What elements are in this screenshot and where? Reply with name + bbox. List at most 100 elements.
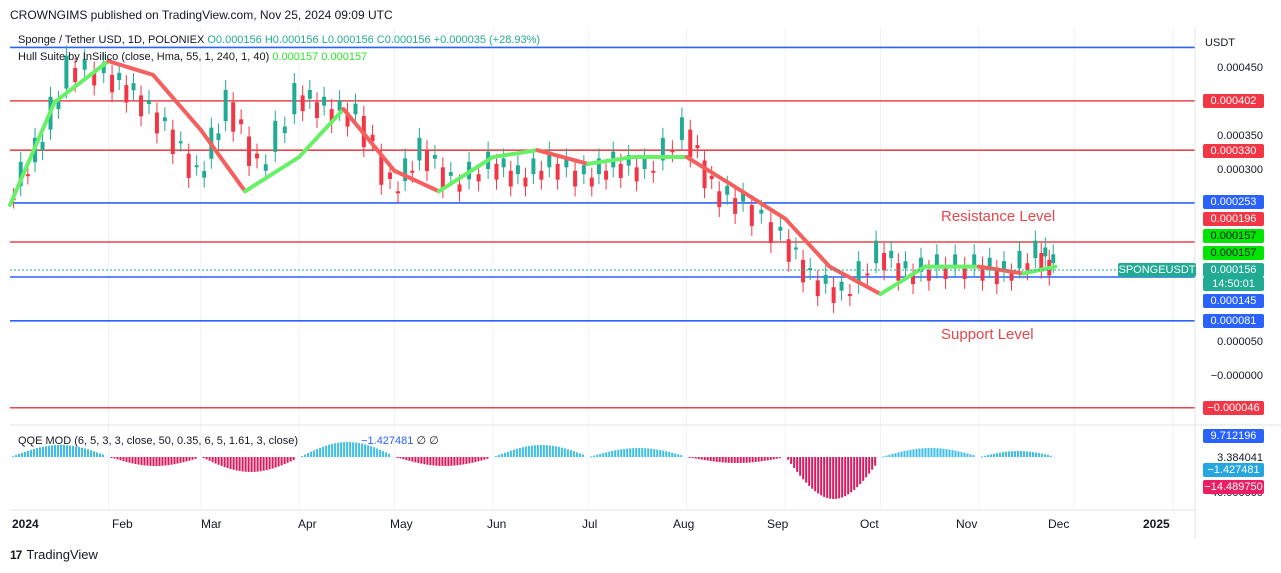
qqe-bar (554, 446, 557, 457)
candle-body (918, 257, 923, 272)
candle-body (688, 129, 693, 158)
candle-body (223, 89, 228, 122)
qqe-bar (856, 457, 859, 488)
ohlc-values: O0.000156 H0.000156 L0.000156 C0.000156 (207, 34, 431, 46)
qqe-bar (1001, 452, 1004, 457)
qqe-bar (644, 448, 647, 457)
qqe-bar (450, 457, 453, 466)
qqe-bar (823, 457, 826, 497)
candle-body (847, 294, 852, 297)
qqe-bar (647, 448, 650, 457)
qqe-bar (1007, 451, 1010, 457)
candle-body (934, 254, 939, 269)
qqe-bar (125, 457, 128, 462)
qqe-bar (51, 445, 53, 457)
candle-body (501, 158, 506, 168)
candle-body (972, 254, 977, 267)
qqe-bar (706, 457, 709, 461)
candle-body (634, 167, 639, 182)
qqe-bar (811, 457, 814, 489)
candle-body (247, 136, 252, 166)
candle-body (642, 158, 647, 170)
qqe-bar (506, 451, 509, 457)
qqe-bar (328, 444, 331, 457)
candle-body (651, 170, 656, 173)
candle-body (882, 252, 887, 271)
qqe-bar (274, 457, 277, 468)
qqe-bar (259, 457, 262, 472)
candle-body (953, 254, 958, 267)
qqe-bar (441, 457, 444, 466)
candle-body (618, 163, 623, 178)
qqe-bar (420, 457, 423, 464)
qqe-bar (939, 448, 942, 457)
qqe-bar (518, 447, 521, 457)
qqe-bar (191, 457, 194, 460)
qqe-bar (748, 457, 751, 463)
qqe-bar (718, 457, 721, 463)
qqe-bar (527, 446, 530, 457)
hull-segment (535, 148, 591, 166)
qqe-bar (820, 457, 823, 496)
qqe-bar (241, 457, 244, 472)
qqe-bar (980, 456, 983, 458)
qqe-bar (954, 450, 957, 457)
qqe-bar (90, 450, 92, 457)
publish-header: CROWNGIMS published on TradingView.com, … (10, 8, 393, 22)
candle-body (980, 266, 985, 281)
candle-body (202, 171, 207, 178)
bar-timer: 14:50:01 (1203, 277, 1264, 291)
qqe-bar (772, 457, 775, 460)
hull-segment (827, 264, 883, 297)
qqe-bar (355, 442, 358, 457)
qqe-bar (1034, 452, 1037, 457)
month-sep: Sep (767, 517, 789, 531)
qqe-bar (1010, 451, 1013, 457)
level-tag-0.000402: 0.000402 (1203, 94, 1264, 108)
qqe-bar (110, 457, 113, 458)
qqe-bar (992, 453, 995, 457)
resistance-label: Resistance Level (941, 208, 1056, 225)
candle-body (911, 273, 916, 285)
qqe-bar (766, 457, 769, 461)
qqe-bar (641, 448, 644, 457)
qqe-bar (715, 457, 718, 462)
qqe-bar (963, 452, 966, 457)
qqe-bar (39, 447, 41, 457)
qqe-bar (918, 448, 921, 457)
qqe-bar (30, 449, 32, 457)
qqe-bar (429, 457, 432, 466)
qqe-bar (1037, 453, 1040, 457)
currency-label[interactable]: USDT (1205, 37, 1235, 49)
qqe-bar (533, 445, 536, 457)
qqe-bar (116, 457, 119, 460)
symbol-name: Sponge / Tether USD, 1D, POLONIEX (18, 34, 205, 46)
qqe-bar (983, 455, 986, 457)
qqe-bar (882, 456, 885, 458)
candle-body (823, 274, 828, 284)
qqe-bar (921, 448, 924, 457)
candle-body (194, 165, 199, 168)
qqe-bar (572, 451, 575, 457)
qqe-bar (874, 457, 877, 466)
qqe-bar (694, 457, 697, 459)
qqe-bar (152, 457, 155, 466)
qqe-bar (54, 445, 56, 457)
hull-segment (976, 264, 1026, 276)
qqe-bar (435, 457, 438, 466)
candle-body (903, 261, 908, 269)
candle-body (292, 83, 297, 115)
qqe-bar (969, 454, 972, 457)
qqe-bar (509, 450, 512, 457)
candle-body (531, 158, 536, 175)
qqe-bar (590, 456, 593, 458)
candle-body (547, 151, 552, 168)
qqe-bar (289, 457, 292, 462)
qqe-bar (986, 455, 989, 457)
hull-segment (783, 216, 832, 269)
qqe-bar (113, 457, 116, 459)
qqe-bar (569, 450, 572, 457)
candle-body (345, 112, 350, 127)
qqe-bar (897, 452, 900, 457)
